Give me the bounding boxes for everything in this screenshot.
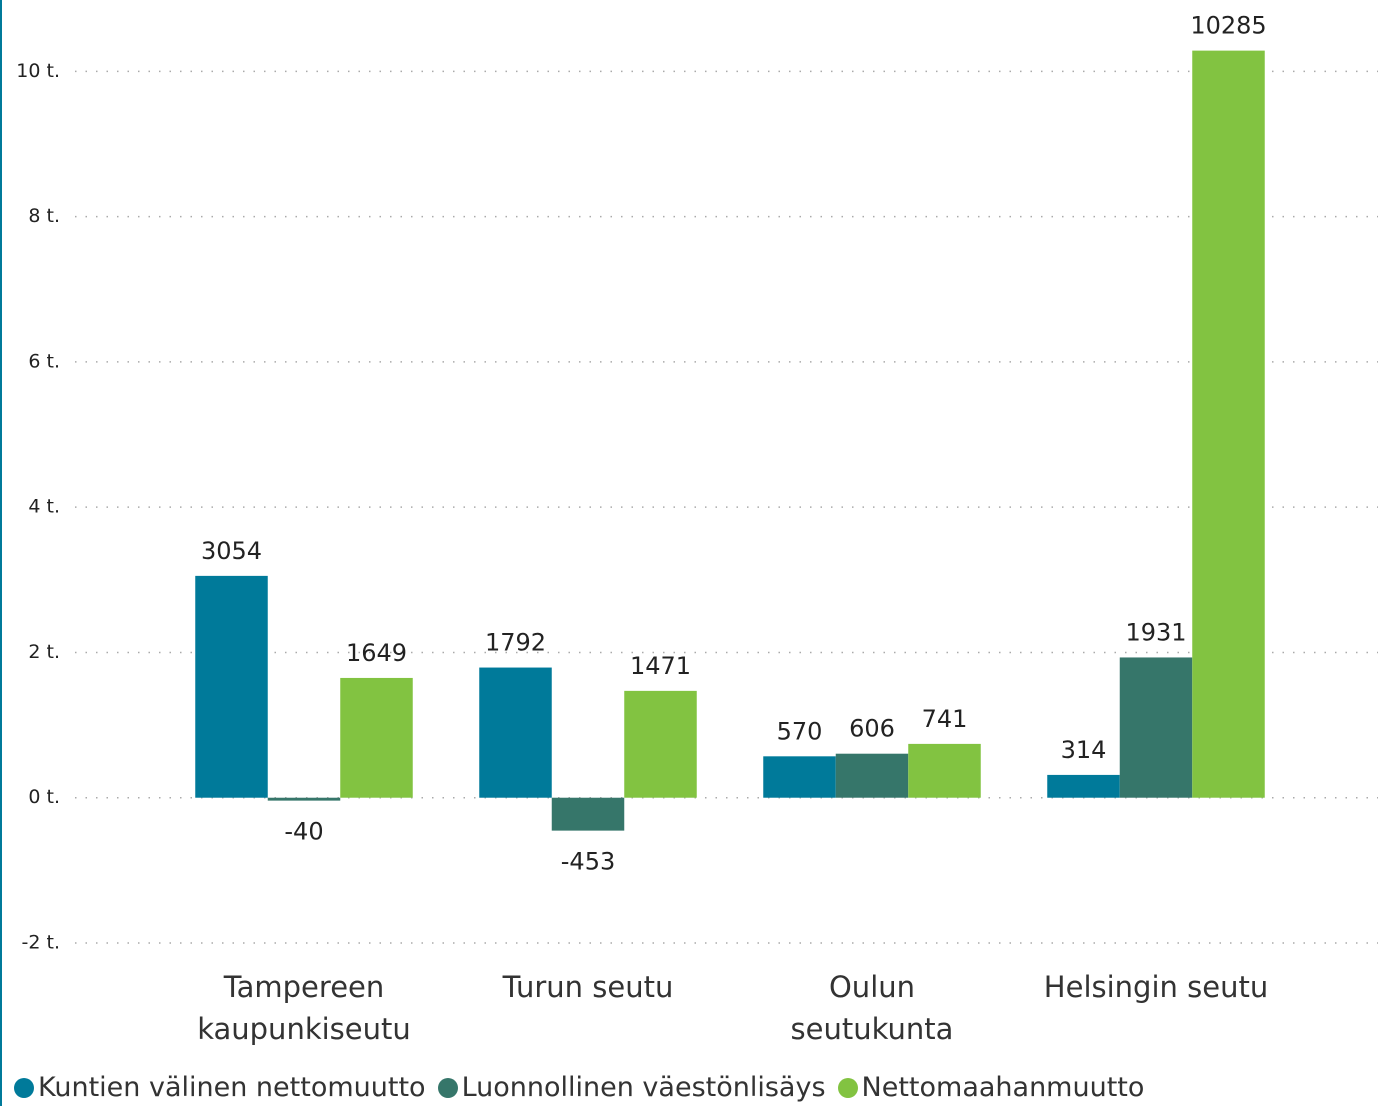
legend-label: Kuntien välinen nettomuutto bbox=[38, 1072, 426, 1103]
data-label: 741 bbox=[922, 705, 968, 733]
bar bbox=[1047, 774, 1120, 798]
data-label: 570 bbox=[777, 717, 823, 745]
bar bbox=[1192, 50, 1265, 798]
data-label: 606 bbox=[849, 715, 895, 743]
bar bbox=[195, 575, 268, 798]
bar bbox=[763, 756, 836, 798]
legend-label: Luonnollinen väestönlisäys bbox=[461, 1072, 826, 1103]
data-label: 1471 bbox=[630, 652, 691, 680]
legend-item: Nettomaahanmuutto bbox=[837, 1072, 1145, 1103]
y-tick-label: 4 t. bbox=[28, 496, 60, 518]
y-tick-label: 0 t. bbox=[28, 786, 60, 808]
data-label: 3054 bbox=[201, 537, 262, 565]
bar bbox=[624, 690, 697, 798]
bar bbox=[835, 753, 909, 798]
x-tick-label: Oulun seutukunta bbox=[790, 970, 954, 1046]
data-label: 1649 bbox=[346, 639, 407, 667]
x-tick-label: Helsingin seutu bbox=[1043, 970, 1269, 1004]
data-label: -453 bbox=[561, 848, 615, 876]
legend-swatch bbox=[837, 1077, 858, 1098]
y-tick-label: 6 t. bbox=[28, 350, 60, 372]
legend: Kuntien välinen nettomuutto Luonnollinen … bbox=[14, 1072, 1144, 1103]
data-label: 1931 bbox=[1125, 618, 1186, 646]
y-tick-label: -2 t. bbox=[22, 932, 60, 954]
bar bbox=[551, 797, 625, 831]
data-label: 314 bbox=[1061, 736, 1107, 764]
bar bbox=[1119, 657, 1193, 798]
y-tick-label: 10 t. bbox=[16, 60, 60, 82]
bar bbox=[908, 743, 981, 798]
x-tick-label: Tampereen kaupunkiseutu bbox=[197, 970, 411, 1046]
data-label: -40 bbox=[284, 818, 323, 846]
bar bbox=[479, 667, 552, 798]
x-tick-label: Turun seutu bbox=[502, 970, 674, 1004]
bar bbox=[267, 797, 341, 801]
data-label: 1792 bbox=[485, 629, 546, 657]
legend-swatch bbox=[14, 1077, 34, 1098]
y-tick-label: 2 t. bbox=[28, 641, 60, 663]
y-tick-label: 8 t. bbox=[28, 205, 60, 227]
legend-label: Nettomaahanmuutto bbox=[861, 1072, 1145, 1103]
data-label: 10285 bbox=[1190, 12, 1266, 40]
legend-item: Luonnollinen väestönlisäys bbox=[437, 1072, 826, 1103]
legend-swatch bbox=[437, 1077, 458, 1098]
bar bbox=[340, 677, 413, 798]
legend-item: Kuntien välinen nettomuutto bbox=[14, 1072, 426, 1103]
